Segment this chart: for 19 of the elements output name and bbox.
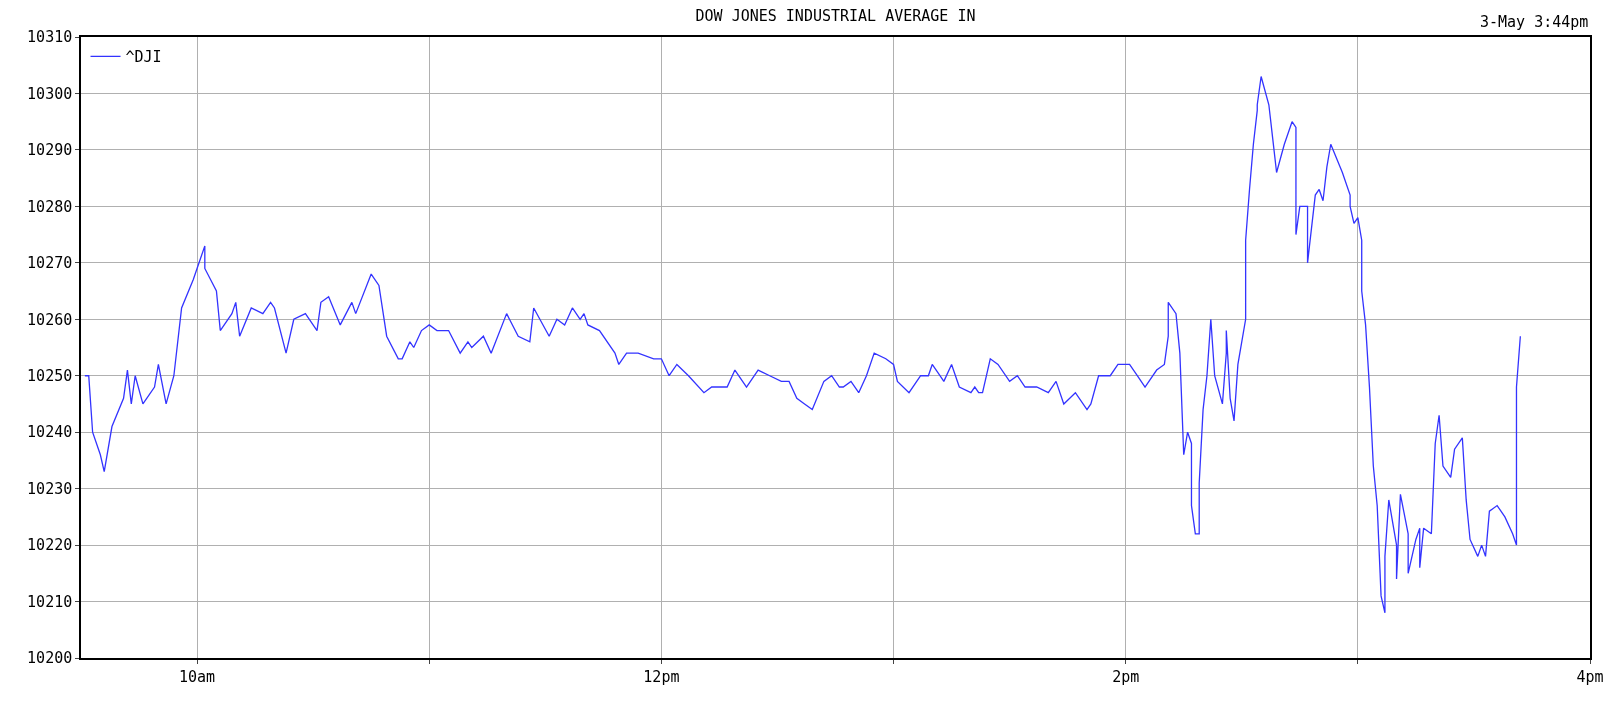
chart-title: DOW JONES INDUSTRIAL AVERAGE IN [695, 7, 976, 26]
x-tick-label: 4pm [1576, 667, 1604, 686]
x-tick-label: 12pm [643, 667, 680, 686]
y-tick-label: 10230 [27, 479, 73, 498]
y-tick-label: 10200 [27, 649, 73, 668]
x-tick-label: 10am [179, 667, 216, 686]
y-tick-label: 10260 [27, 310, 73, 329]
y-tick-label: 10310 [27, 28, 73, 47]
text: 3-May 3:44pm [1480, 13, 1589, 31]
y-tick-label: 10250 [27, 366, 73, 385]
y-tick-label: 10240 [27, 423, 73, 442]
y-tick-label: 10270 [27, 254, 73, 273]
y-tick-label: 10280 [27, 197, 73, 216]
x-tick-label: 2pm [1112, 667, 1140, 686]
y-tick-label: 10300 [27, 84, 73, 103]
y-tick-label: 10290 [27, 141, 73, 160]
y-tick-label: 10210 [27, 592, 73, 611]
y-tick-label: 10220 [27, 536, 73, 555]
legend-label: ^DJI [125, 48, 162, 67]
